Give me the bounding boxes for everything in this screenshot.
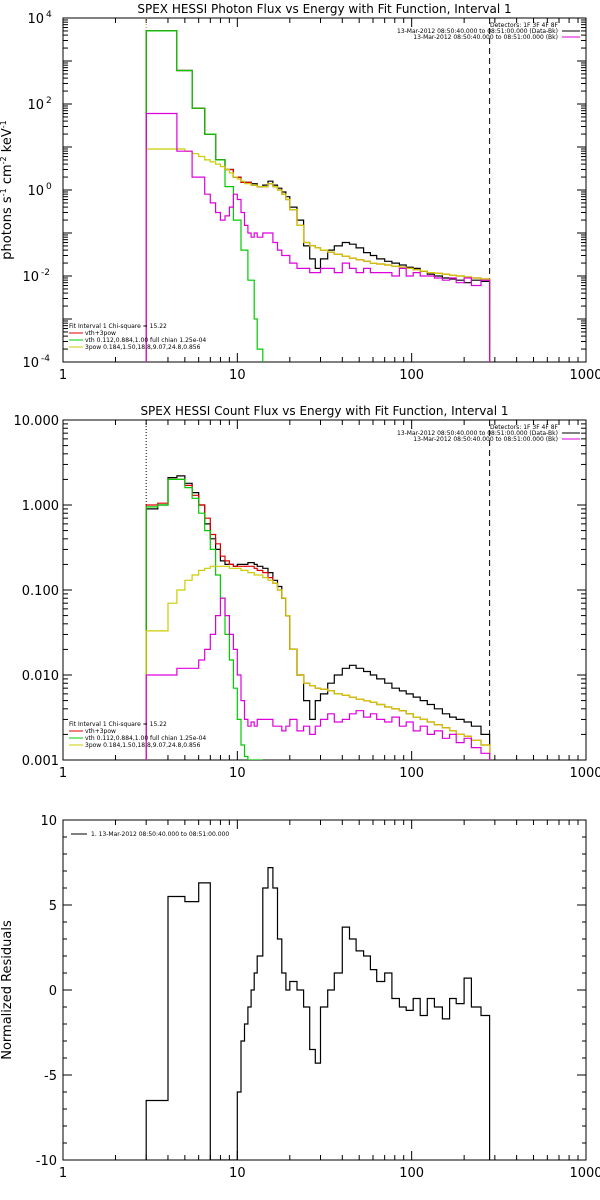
series-line-1 [145,475,491,760]
plot-frame-1 [62,17,587,363]
legend-top-entry: Detectors: 1F 3F 4F 8F [490,22,559,29]
legend-top-entry: 13-Mar-2012 08:50:40.000 to 08:51:00.000… [397,28,558,35]
y-axis-label-part: -1 [0,120,8,128]
legend-top-entry: 1. 13-Mar-2012 08:50:40.000 to 08:51:00.… [91,831,229,838]
legend-bottom-entry: vth+3pow [85,330,116,337]
series-line-1 [145,30,491,362]
y-tick-label: 1.000 [22,499,59,514]
series-line-2 [145,478,491,760]
series-line-1 [145,867,491,1160]
y-tick-label: 10 [22,270,39,285]
series-line-5 [145,112,491,362]
y-tick-label: 0.001 [22,754,59,769]
x-tick-label: 100 [399,1166,424,1181]
y-tick-exponent: 0 [46,182,52,192]
y-axis-label-part: -2 [0,156,8,164]
legend-bottom-entry: vth 0.112,0.884,1.00 full chian 1.25e-04 [85,337,206,344]
y-tick-label: -10 [36,1154,57,1169]
y-tick-label: 10 [22,356,39,371]
plot-title-1: SPEX HESSI Photon Flux vs Energy with Fi… [137,2,511,16]
legend-top-entry: Detectors: 1F 3F 4F 8F [490,424,559,431]
y-tick-label: 0 [49,984,57,999]
y-axis-label: Normalized Residuals [0,920,15,1060]
series-line-3 [145,478,263,760]
x-tick-label: 1 [59,766,67,781]
legend-bottom-entry: Fit Interval 1 Chi-square = 15.22 [69,721,167,728]
legend-bottom-entry: vth+3pow [85,728,116,735]
y-tick-label: -5 [44,1069,57,1084]
legend-bottom-entry: 3pow 0.184,1.50,18.8,9.07,24.8,0.856 [85,742,201,749]
y-tick-label: 10 [27,12,44,27]
y-tick-exponent: -2 [41,268,50,278]
series-line-4 [145,565,491,760]
y-axis-label-part: -1 [0,188,8,196]
x-tick-label: 1000 [569,766,600,781]
plot-title-2: SPEX HESSI Count Flux vs Energy with Fit… [140,404,508,418]
y-tick-label: 0.100 [22,584,59,599]
y-axis-label-part: cm [0,164,15,188]
plot-frame-3 [62,819,587,1161]
y-tick-label: 10.000 [14,414,60,429]
x-tick-label: 10 [229,368,246,383]
y-tick-label: 0.010 [22,669,59,684]
x-tick-label: 10 [229,766,246,781]
y-tick-label: 10 [40,814,57,829]
series-line-5 [145,597,491,760]
x-tick-label: 1000 [569,368,600,383]
legend-bottom-entry: 3pow 0.184,1.50,18.8,9.07,24.8,0.856 [85,344,201,351]
x-tick-label: 10 [229,1166,246,1181]
x-tick-label: 1 [59,368,67,383]
y-axis-label-part: photons s [0,196,15,260]
x-tick-label: 1 [59,1166,67,1181]
y-tick-label: 5 [49,899,57,914]
legend-top-entry: 13-Mar-2012 08:50:40.000 to 08:51:00.000… [413,436,558,443]
y-tick-exponent: 2 [46,96,52,106]
y-tick-label: 10 [27,98,44,113]
x-tick-label: 100 [399,766,424,781]
y-axis-label: photons s-1 cm-2 keV-1 [0,120,15,259]
x-tick-label: 1000 [569,1166,600,1181]
y-tick-exponent: 4 [46,10,52,20]
legend-top-entry: 13-Mar-2012 08:50:40.000 to 08:51:00.000… [413,34,558,41]
series-line-3 [145,30,264,362]
plot-frame-2 [62,419,587,761]
series-line-4 [145,148,491,362]
series-line-2 [145,30,491,362]
x-tick-label: 100 [399,368,424,383]
legend-bottom-entry: vth 0.112,0.884,1.00 full chian 1.25e-04 [85,735,206,742]
legend-bottom-entry: Fit Interval 1 Chi-square = 15.22 [69,323,167,330]
legend-top-entry: 13-Mar-2012 08:50:40.000 to 08:51:00.000… [397,430,558,437]
y-axis-label-part: keV [0,128,15,156]
y-tick-label: 10 [27,184,44,199]
y-tick-exponent: -4 [41,354,50,364]
